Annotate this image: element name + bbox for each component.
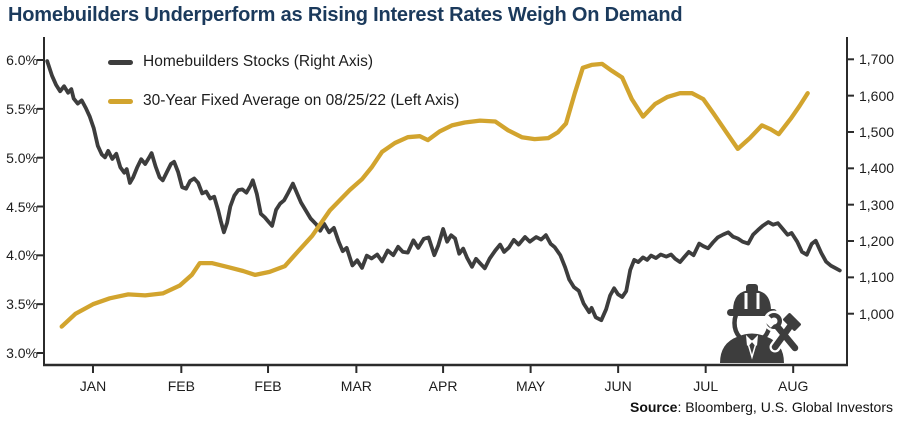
- legend-label-homebuilders: Homebuilders Stocks (Right Axis): [143, 53, 373, 70]
- right-axis-tick-label: 1,400: [859, 160, 895, 177]
- x-axis-tick-label: JAN: [79, 378, 107, 394]
- series-line-homebuilders: [45, 59, 842, 323]
- right-axis-tick-label: 1,300: [859, 196, 895, 213]
- tools-icon: [762, 310, 804, 354]
- source-line: Source: Bloomberg, U.S. Global Investors: [630, 399, 893, 415]
- legend-item-30yr-fixed: 30-Year Fixed Average on 08/25/22 (Left …: [108, 89, 459, 113]
- right-axis-tick-label: 1,000: [859, 305, 895, 322]
- legend-swatch-homebuilders: [108, 59, 133, 65]
- x-axis-tick-label: MAY: [515, 378, 546, 394]
- left-axis-tick-label: 5.0%: [6, 149, 38, 166]
- legend-label-30yr-fixed: 30-Year Fixed Average on 08/25/22 (Left …: [143, 92, 460, 109]
- right-axis-tick-label: 1,500: [859, 123, 895, 140]
- right-axis-tick-label: 1,200: [859, 233, 895, 249]
- left-axis-tick-label: 3.5%: [6, 296, 38, 313]
- source-text: : Bloomberg, U.S. Global Investors: [677, 399, 893, 415]
- page-title: Homebuilders Underperform as Rising Inte…: [8, 4, 683, 26]
- series-line-30yr-fixed: [59, 61, 810, 329]
- x-axis-tick-label: JUN: [604, 378, 632, 394]
- left-axis-tick-label: 6.0%: [6, 52, 38, 68]
- right-axis-tick-label: 1,600: [859, 87, 895, 104]
- legend-swatch-30yr-fixed: [108, 98, 133, 104]
- x-axis-tick-label: FEB: [167, 378, 195, 394]
- x-axis-tick-label: JUL: [693, 378, 719, 394]
- legend-item-homebuilders: Homebuilders Stocks (Right Axis): [108, 50, 459, 74]
- x-axis-tick-label: MAR: [340, 378, 372, 394]
- x-axis-tick-label: FEB: [254, 378, 282, 394]
- x-axis-tick-label: APR: [428, 378, 458, 394]
- left-axis-tick-label: 3.0%: [6, 345, 38, 361]
- right-axis-tick-label: 1,100: [859, 269, 895, 286]
- left-axis-tick-label: 5.5%: [6, 100, 38, 117]
- right-axis-tick-label: 1,700: [859, 51, 895, 68]
- x-axis-tick-label: AUG: [778, 378, 809, 394]
- left-axis-tick-label: 4.0%: [6, 247, 38, 264]
- source-label: Source: [629, 399, 678, 415]
- legend: Homebuilders Stocks (Right Axis) 30-Year…: [108, 50, 459, 128]
- left-axis-tick-label: 4.5%: [6, 198, 38, 215]
- construction-worker-icon: [720, 284, 804, 363]
